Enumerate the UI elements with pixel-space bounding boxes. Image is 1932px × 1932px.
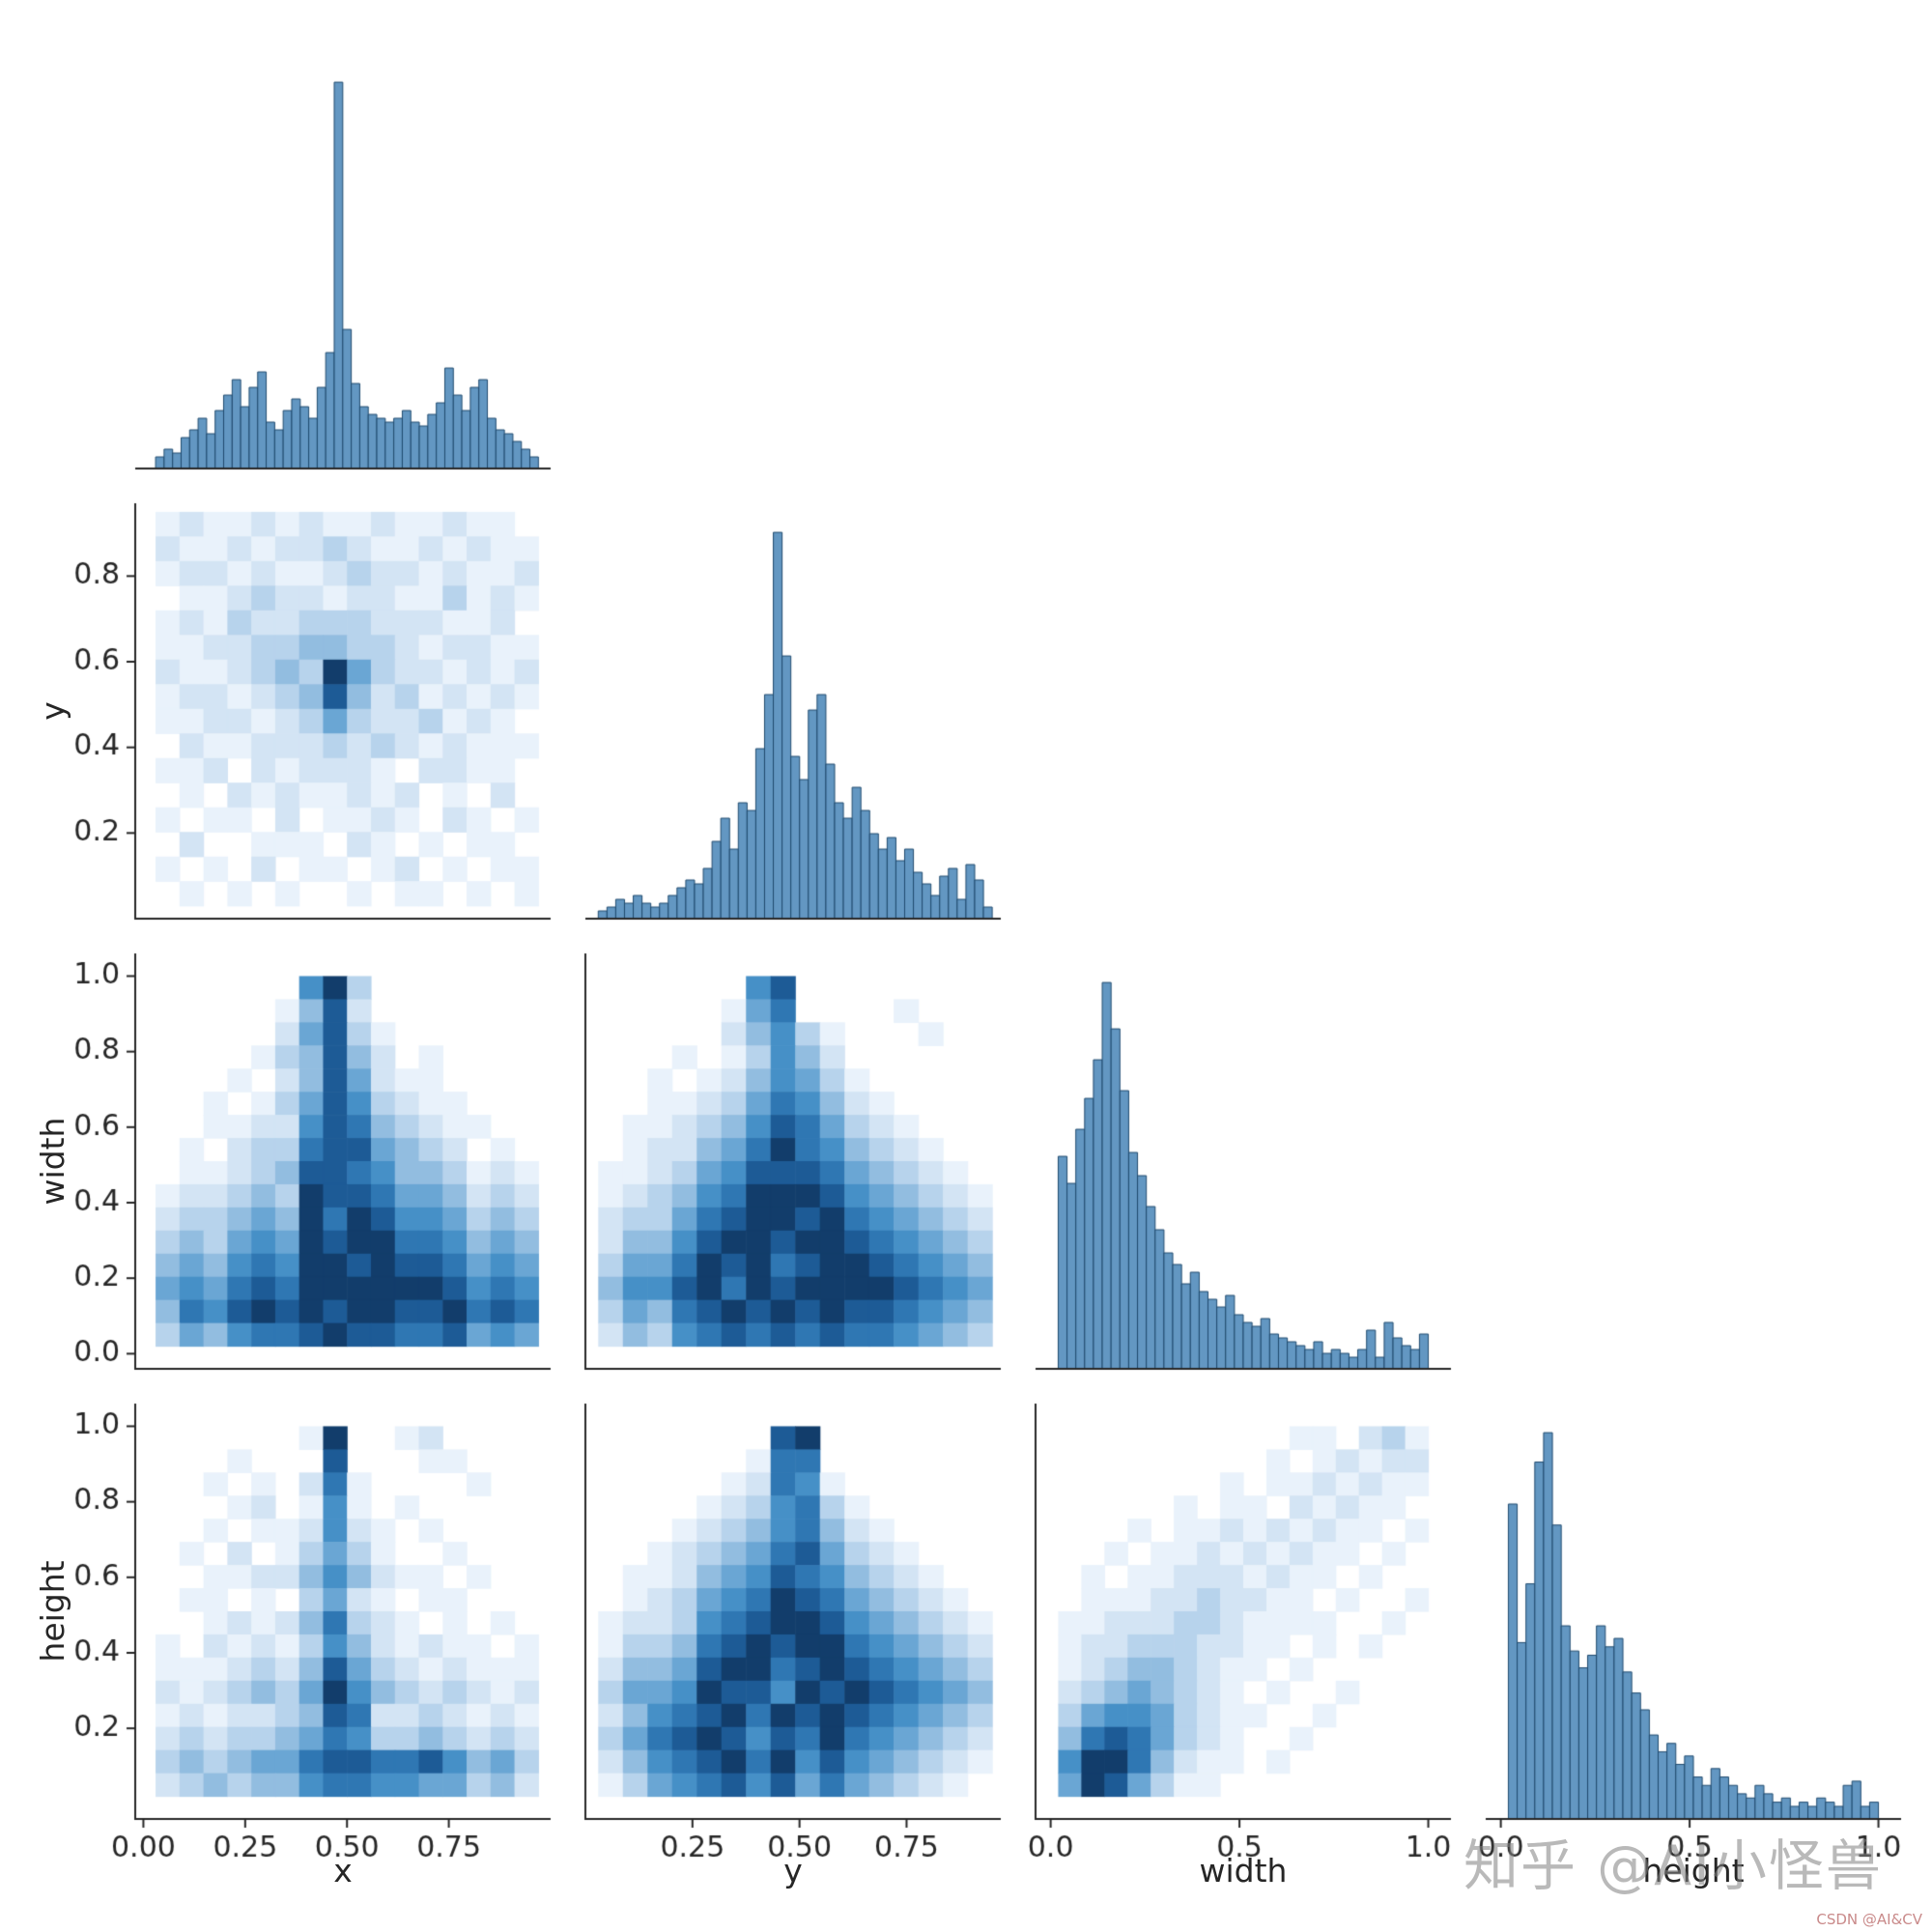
y-axis-title: y	[783, 1852, 803, 1889]
x-axis-title: x	[333, 1852, 353, 1889]
zhihu-watermark: 知乎 @AI小怪兽	[1463, 1834, 1883, 1898]
height-axis-title-left: height	[34, 1560, 71, 1662]
width-axis-title: width	[1199, 1852, 1288, 1889]
csdn-watermark: CSDN @AI&CV	[1816, 1911, 1922, 1928]
y-axis-title-left: y	[34, 701, 71, 721]
width-axis-title-left: width	[34, 1117, 71, 1206]
height-axis-title: height	[1642, 1852, 1745, 1889]
